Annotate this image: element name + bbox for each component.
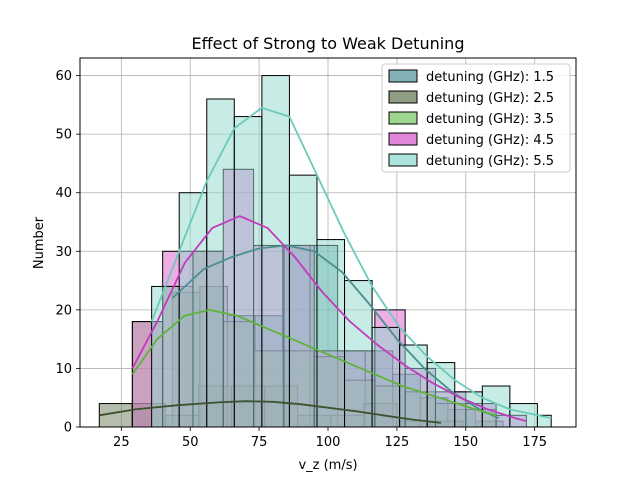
- legend-swatch: [388, 153, 418, 167]
- histogram-bar: [371, 326, 401, 428]
- x-tick-label: 50: [182, 435, 199, 450]
- chart-title: Effect of Strong to Weak Detuning: [192, 34, 465, 53]
- x-tick-label: 150: [453, 435, 478, 450]
- y-axis-label: Number: [32, 216, 47, 269]
- x-tick-label: 75: [251, 435, 268, 450]
- legend-label: detuning (GHz): 4.5: [426, 133, 554, 148]
- legend-swatch: [388, 90, 418, 104]
- kde-line: [99, 400, 442, 424]
- histogram-bar: [233, 116, 263, 428]
- x-tick-label: 125: [384, 435, 409, 450]
- legend-swatch: [388, 111, 418, 125]
- x-tick-label: 25: [113, 435, 130, 450]
- legend-swatch: [388, 132, 418, 146]
- kde-line: [171, 244, 500, 420]
- x-tick-label: 100: [316, 435, 341, 450]
- histogram-bar: [261, 75, 290, 428]
- x-tick-label: 175: [522, 435, 547, 450]
- y-tick-label: 0: [64, 421, 72, 436]
- kde-line: [131, 215, 527, 422]
- histogram-bar: [344, 280, 373, 428]
- legend: detuning (GHz): 1.5 detuning (GHz): 2.5 de…: [381, 63, 571, 173]
- legend-label: detuning (GHz): 5.5: [426, 154, 554, 169]
- x-axis-label: v_z (m/s): [298, 458, 357, 473]
- histogram-bar: [178, 192, 208, 428]
- kde-curves: [99, 106, 552, 424]
- y-tick-label: 50: [55, 128, 72, 143]
- y-tick-label: 10: [55, 362, 72, 377]
- histogram-bar: [481, 385, 511, 428]
- kde-line: [150, 106, 552, 420]
- legend-swatch: [388, 69, 418, 83]
- y-tick-label: 20: [55, 303, 72, 318]
- y-tick-label: 60: [55, 69, 72, 84]
- legend-label: detuning (GHz): 1.5: [426, 70, 554, 85]
- y-tick-label: 30: [55, 245, 72, 260]
- axis-ticks: 25 50 75 100 125 150 175 0 10 20 30 40 50 60: [55, 69, 547, 450]
- legend-box: [381, 63, 571, 173]
- histogram-bar: [316, 239, 346, 428]
- bars: [98, 75, 552, 428]
- histogram-bar: [206, 98, 235, 428]
- legend-label: detuning (GHz): 3.5: [426, 112, 554, 127]
- kde-line: [131, 309, 497, 417]
- y-tick-label: 40: [55, 186, 72, 201]
- legend-label: detuning (GHz): 2.5: [426, 91, 554, 106]
- histogram-bar: [288, 174, 318, 428]
